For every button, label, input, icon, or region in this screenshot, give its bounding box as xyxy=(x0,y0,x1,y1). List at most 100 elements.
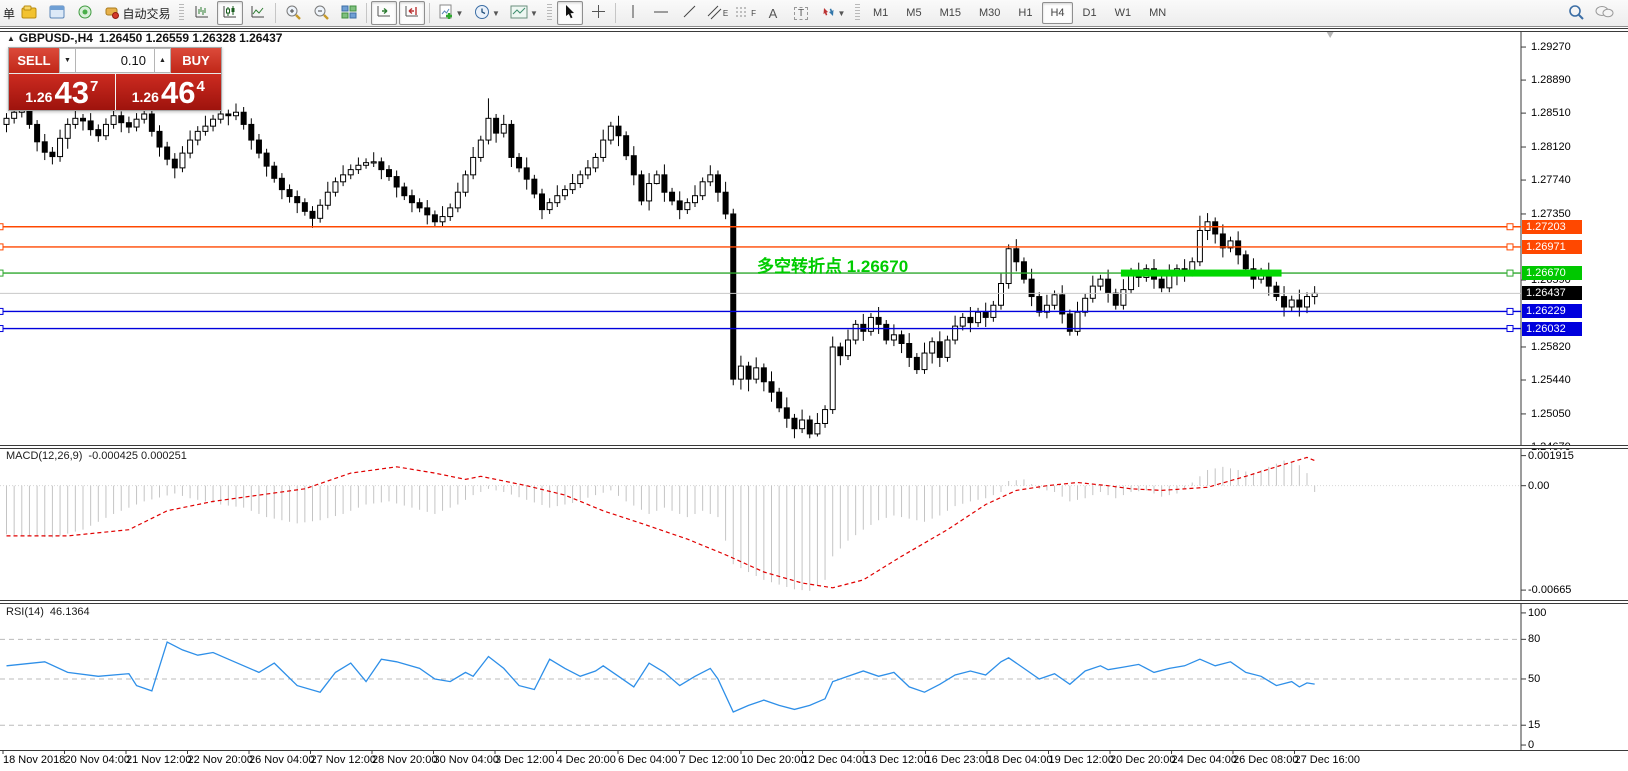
candle-body xyxy=(1250,268,1257,280)
candle-body xyxy=(814,422,821,435)
candle-body xyxy=(102,123,109,137)
macd-pane-separator[interactable] xyxy=(0,445,1628,449)
candle-body xyxy=(791,417,798,430)
tile-windows-button[interactable] xyxy=(336,1,362,25)
line-handle-left[interactable] xyxy=(0,269,4,277)
zoom-out-button[interactable] xyxy=(308,1,334,25)
candle-body xyxy=(408,195,415,204)
equidistant-channel-button[interactable]: E xyxy=(704,1,730,25)
text-label-button[interactable]: T xyxy=(788,1,814,25)
collapse-panel-icon[interactable]: ▲ xyxy=(7,34,15,43)
profiles-button[interactable] xyxy=(16,1,42,25)
line-handle-left[interactable] xyxy=(0,243,4,251)
macd-name: MACD(12,26,9) xyxy=(6,450,83,462)
timeframe-button-d1[interactable]: D1 xyxy=(1082,7,1097,19)
lot-size-input[interactable]: 0.10 xyxy=(76,48,154,73)
candle-body xyxy=(1005,248,1012,285)
time-axis-label: 28 Nov 20:00 xyxy=(372,754,438,766)
line-handle-right[interactable] xyxy=(1506,307,1514,315)
time-axis-label: 10 Dec 20:00 xyxy=(741,754,807,766)
timeframe-button-w1[interactable]: W1 xyxy=(1114,7,1132,19)
arrows-button[interactable]: ▼ xyxy=(816,1,850,25)
zoom-in-button[interactable] xyxy=(280,1,306,25)
chart-shift-marker[interactable] xyxy=(1326,31,1335,38)
trendline-button[interactable] xyxy=(676,1,702,25)
candle-body xyxy=(760,367,767,383)
line-handle-left[interactable] xyxy=(0,325,4,333)
vertical-line-button[interactable] xyxy=(620,1,646,25)
candle-body xyxy=(485,117,492,141)
chart-top-border xyxy=(0,28,1628,32)
candle-body xyxy=(867,316,874,332)
sell-price-panel[interactable]: 1.26 43 7 xyxy=(9,74,115,110)
chart-annotation-text[interactable]: 多空转折点 1.26670 xyxy=(757,257,909,276)
timeframe-button-h4[interactable]: H4 xyxy=(1042,2,1073,24)
new-order-button[interactable]: 单 xyxy=(3,6,16,21)
candle-body xyxy=(1166,274,1173,289)
candle-body xyxy=(1135,271,1142,278)
line-handle-left[interactable] xyxy=(0,223,4,231)
buy-button[interactable]: BUY xyxy=(171,48,221,73)
crosshair-button[interactable] xyxy=(585,1,611,25)
macd-signal-line xyxy=(6,456,1315,589)
navigator-button[interactable] xyxy=(72,1,98,25)
periods-icon xyxy=(474,4,490,23)
timeframe-button-h1[interactable]: H1 xyxy=(1018,7,1033,19)
rsi-pane-separator[interactable] xyxy=(0,600,1628,604)
candle-body xyxy=(179,152,186,169)
candle-body xyxy=(87,120,94,131)
vertical-line-icon xyxy=(628,4,638,22)
chart-shift-button[interactable] xyxy=(399,1,426,25)
timeframe-button-m1[interactable]: M1 xyxy=(873,7,889,19)
search-button[interactable] xyxy=(1563,1,1589,25)
candle-body xyxy=(1151,268,1157,280)
price-level-tag: 1.26670 xyxy=(1522,266,1582,280)
timeframe-button-m5[interactable]: M5 xyxy=(906,7,922,19)
text-tool-button[interactable]: A xyxy=(768,5,778,21)
line-handle-right[interactable] xyxy=(1506,243,1514,251)
candle-body xyxy=(1212,221,1219,235)
ohlc-values: 1.26450 1.26559 1.26328 1.26437 xyxy=(98,31,283,45)
candlestick-chart-button[interactable] xyxy=(217,1,244,25)
line-handle-left[interactable] xyxy=(0,307,4,315)
cursor-button[interactable] xyxy=(557,1,584,25)
candle-body xyxy=(600,139,607,158)
line-handle-right[interactable] xyxy=(1506,325,1514,333)
lot-increase-button[interactable]: ▲ xyxy=(154,48,171,73)
timeframe-button-mn[interactable]: MN xyxy=(1149,7,1167,19)
indicators-button[interactable]: ▼ xyxy=(434,1,468,25)
time-axis-label: 4 Dec 20:00 xyxy=(556,754,616,766)
trendline-icon xyxy=(682,4,697,22)
candle-body xyxy=(829,346,836,411)
autotrading-button[interactable]: 自动交易 xyxy=(100,1,174,25)
candle-body xyxy=(913,356,920,371)
candle-body xyxy=(875,316,882,325)
candle-body xyxy=(845,339,851,357)
indicators-icon xyxy=(439,4,454,23)
lot-decrease-button[interactable]: ▼ xyxy=(59,48,76,73)
periods-button[interactable]: ▼ xyxy=(470,1,504,25)
fibonacci-button[interactable]: F xyxy=(732,1,758,25)
buy-price-panel[interactable]: 1.26 46 4 xyxy=(115,74,221,110)
candle-body xyxy=(57,137,64,158)
time-axis-label: 18 Dec 04:00 xyxy=(987,754,1053,766)
chat-button[interactable] xyxy=(1591,1,1617,25)
bar-chart-button[interactable] xyxy=(189,1,215,25)
sell-button[interactable]: SELL xyxy=(9,48,59,73)
candle-body xyxy=(1020,261,1027,280)
candle-body xyxy=(255,139,262,154)
timeframe-button-m30[interactable]: M30 xyxy=(978,7,1001,19)
auto-scroll-button[interactable] xyxy=(371,1,398,25)
candle-body xyxy=(523,167,530,180)
line-chart-button[interactable] xyxy=(245,1,271,25)
horizontal-line-button[interactable] xyxy=(648,1,674,25)
time-axis-label: 7 Dec 12:00 xyxy=(679,754,739,766)
timeframe-button-m15[interactable]: M15 xyxy=(939,7,961,19)
templates-button[interactable]: ▼ xyxy=(506,1,542,25)
market-watch-button[interactable] xyxy=(44,1,70,25)
line-handle-right[interactable] xyxy=(1506,223,1514,231)
price-level-tag: 1.27203 xyxy=(1522,220,1582,234)
candle-body xyxy=(676,200,683,211)
line-handle-right[interactable] xyxy=(1506,269,1514,277)
support-resistance-segment[interactable] xyxy=(1120,269,1282,277)
